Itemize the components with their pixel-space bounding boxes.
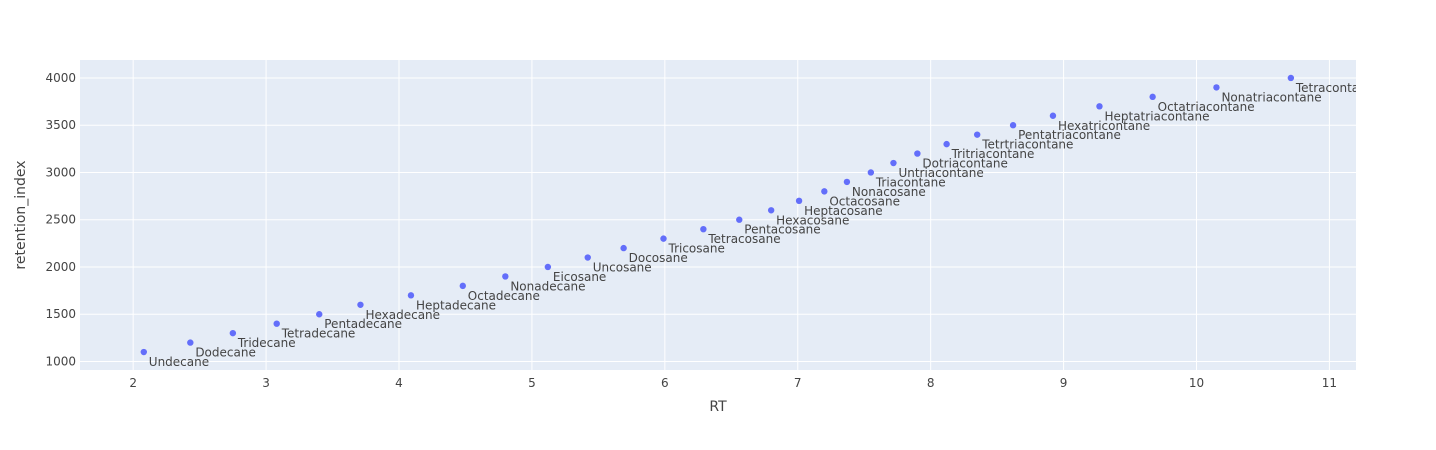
point-label: Nonacosane bbox=[852, 185, 926, 199]
x-tick-label: 3 bbox=[262, 376, 270, 390]
point-label: Hexatricontane bbox=[1058, 119, 1150, 133]
x-tick-label: 8 bbox=[927, 376, 935, 390]
data-point[interactable] bbox=[700, 225, 707, 233]
y-tick-label: 3000 bbox=[45, 165, 76, 179]
data-point[interactable] bbox=[544, 263, 552, 271]
data-point[interactable] bbox=[867, 169, 875, 176]
data-point[interactable] bbox=[1213, 84, 1220, 91]
y-tick-label: 1000 bbox=[45, 354, 76, 368]
data-point[interactable] bbox=[407, 292, 415, 299]
point-label: Untriacontane bbox=[898, 166, 983, 180]
data-point[interactable] bbox=[502, 273, 509, 280]
x-tick-label: 6 bbox=[661, 376, 669, 390]
y-tick-label: 2000 bbox=[45, 260, 76, 274]
y-axis-ticks: 1000 1500 2000 2500 3000 3500 4000 bbox=[45, 71, 76, 369]
point-label: Tetracontane bbox=[1295, 81, 1374, 95]
point-label: Triacontane bbox=[875, 175, 946, 189]
point-label: Hexadecane bbox=[365, 308, 440, 322]
point-label: Tetrtriacontane bbox=[981, 138, 1073, 152]
point-label: Tricosane bbox=[668, 242, 725, 256]
point-label: Undecane bbox=[149, 355, 209, 369]
point-label: Tetracosane bbox=[707, 232, 780, 246]
data-point[interactable] bbox=[357, 301, 364, 308]
point-label: Eicosane bbox=[553, 270, 606, 284]
data-point[interactable] bbox=[843, 178, 851, 186]
x-axis-title: RT bbox=[709, 399, 727, 415]
x-tick-label: 7 bbox=[794, 376, 802, 390]
plot-background bbox=[80, 60, 1356, 370]
point-label: Dodecane bbox=[195, 346, 256, 360]
data-point[interactable] bbox=[943, 140, 950, 148]
data-point[interactable] bbox=[187, 339, 194, 346]
point-label: Octadecane bbox=[468, 289, 540, 303]
point-label: Octatriacontane bbox=[1158, 100, 1255, 114]
point-label: Docosane bbox=[629, 251, 688, 265]
point-label: Nonatriacontane bbox=[1221, 90, 1321, 104]
data-point[interactable] bbox=[459, 282, 466, 290]
x-tick-label: 5 bbox=[528, 376, 536, 390]
data-point[interactable] bbox=[736, 216, 743, 223]
point-label: Pentacosane bbox=[744, 223, 820, 237]
y-axis-title: retention_index bbox=[13, 160, 29, 269]
y-tick-label: 3500 bbox=[45, 118, 76, 132]
point-label: Pentatriacontane bbox=[1018, 128, 1121, 142]
data-point[interactable] bbox=[767, 207, 775, 214]
gridlines bbox=[80, 60, 1356, 370]
data-points: UndecaneDodecaneTridecaneTetradecanePent… bbox=[140, 74, 1374, 369]
x-tick-label: 2 bbox=[129, 376, 137, 390]
point-label: Dotriacontane bbox=[922, 157, 1008, 171]
y-tick-label: 1500 bbox=[45, 307, 76, 321]
data-point[interactable] bbox=[795, 197, 803, 205]
x-tick-label: 10 bbox=[1189, 376, 1204, 390]
point-label: Octacosane bbox=[829, 194, 900, 208]
data-point[interactable] bbox=[1009, 122, 1017, 129]
point-label: Uncosane bbox=[593, 261, 652, 275]
point-label: Heptacosane bbox=[804, 204, 883, 218]
point-label: Tritriacontane bbox=[951, 147, 1035, 161]
point-label: Heptadecane bbox=[416, 298, 496, 312]
data-point[interactable] bbox=[821, 188, 828, 195]
x-tick-label: 9 bbox=[1060, 376, 1068, 390]
data-point[interactable] bbox=[1049, 112, 1057, 119]
point-label: Hexacosane bbox=[776, 213, 849, 227]
x-axis-ticks: 2 3 4 5 6 7 8 9 10 11 bbox=[129, 376, 1337, 390]
point-label: Heptatriacontane bbox=[1104, 109, 1209, 123]
data-point[interactable] bbox=[140, 348, 147, 356]
point-label: Nonadecane bbox=[510, 279, 585, 293]
x-tick-label: 11 bbox=[1322, 376, 1337, 390]
data-point[interactable] bbox=[914, 150, 921, 157]
y-tick-label: 2500 bbox=[45, 213, 76, 227]
data-point[interactable] bbox=[316, 311, 323, 318]
x-tick-label: 4 bbox=[395, 376, 403, 390]
data-point[interactable] bbox=[1287, 74, 1295, 82]
data-point[interactable] bbox=[1149, 93, 1156, 101]
data-point[interactable] bbox=[620, 244, 627, 252]
point-label: Pentadecane bbox=[324, 317, 402, 331]
data-point[interactable] bbox=[660, 235, 667, 242]
data-point[interactable] bbox=[973, 131, 981, 138]
y-tick-label: 4000 bbox=[45, 71, 76, 85]
data-point[interactable] bbox=[890, 159, 897, 167]
data-point[interactable] bbox=[584, 254, 591, 261]
point-label: Tridecane bbox=[237, 336, 296, 350]
data-point[interactable] bbox=[229, 329, 237, 337]
data-point[interactable] bbox=[1096, 103, 1103, 110]
data-point[interactable] bbox=[273, 320, 280, 327]
point-label: Tetradecane bbox=[281, 327, 356, 341]
